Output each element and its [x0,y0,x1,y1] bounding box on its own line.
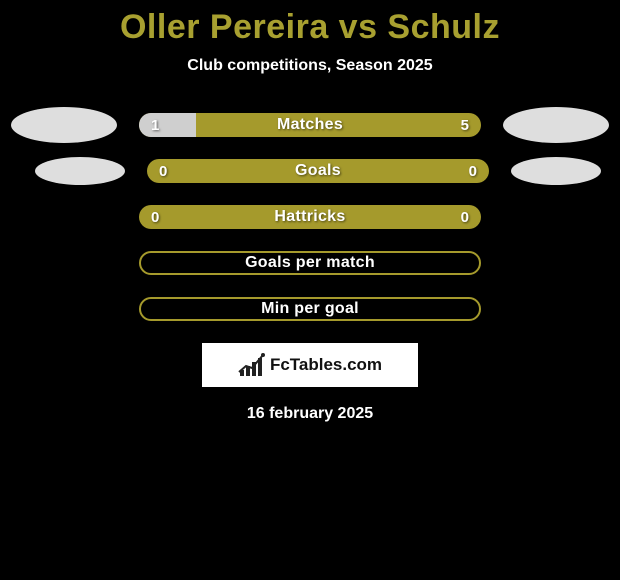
stat-row: Goals per match [0,251,620,275]
stat-label: Goals [147,159,489,183]
logo-chart-icon [238,354,264,376]
stat-label: Matches [139,113,481,137]
stat-row: 00Hattricks [0,205,620,229]
stat-bar: 00Goals [147,159,489,183]
stat-label: Hattricks [139,205,481,229]
stats-container: 15Matches 00Goals 00Hattricks Goals per mat… [0,113,620,321]
stat-label: Goals per match [141,253,479,273]
stat-row: 00Goals [0,159,620,183]
page-subtitle: Club competitions, Season 2025 [0,57,620,75]
stat-row: Min per goal [0,297,620,321]
stat-bar: Min per goal [139,297,481,321]
right-player-icon [503,107,609,143]
stat-bar: 15Matches [139,113,481,137]
stat-bar: Goals per match [139,251,481,275]
logo-text: FcTables.com [270,355,382,375]
stat-label: Min per goal [141,299,479,319]
page-title: Oller Pereira vs Schulz [0,0,620,47]
right-player-icon [511,157,601,185]
stat-row: 15Matches [0,113,620,137]
date-text: 16 february 2025 [0,405,620,423]
left-player-icon [35,157,125,185]
left-player-icon [11,107,117,143]
stat-bar: 00Hattricks [139,205,481,229]
logo-box: FcTables.com [202,343,418,387]
